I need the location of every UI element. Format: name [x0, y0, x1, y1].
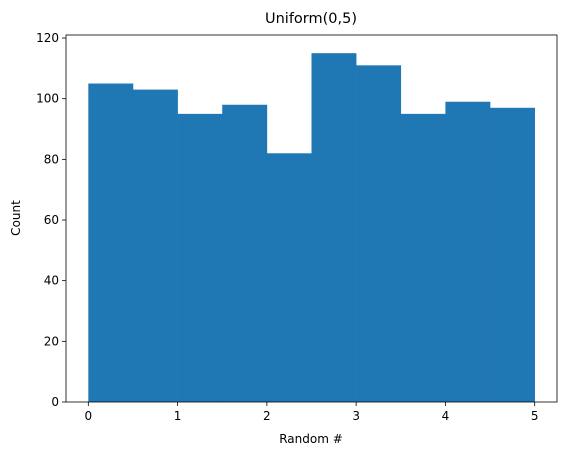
chart-title: Uniform(0,5)	[265, 11, 357, 27]
x-axis-label: Random #	[279, 432, 343, 446]
histogram-bar	[88, 83, 134, 402]
histogram-bar	[490, 107, 535, 402]
x-tick-label: 4	[442, 409, 450, 423]
y-tick-label: 40	[44, 274, 59, 288]
plot-frame	[65, 34, 558, 403]
histogram-bar	[132, 89, 178, 403]
y-tick-label: 60	[44, 213, 59, 227]
histogram-bar	[356, 65, 402, 403]
histogram-bar	[177, 113, 223, 403]
x-axis: 0 1 2 3 4 5	[84, 402, 539, 423]
bars-group	[88, 53, 535, 403]
x-tick-label: 0	[84, 409, 92, 423]
y-tick-label: 80	[44, 152, 59, 166]
y-tick-label: 120	[36, 31, 59, 45]
histogram-bar	[266, 153, 312, 402]
histogram-bar	[400, 113, 446, 403]
y-tick-label: 100	[36, 92, 59, 106]
x-tick-label: 5	[531, 409, 539, 423]
x-tick-label: 3	[352, 409, 360, 423]
y-axis: 0 20 40 60 80 100 120	[36, 31, 66, 409]
y-tick-label: 0	[51, 395, 59, 409]
x-tick-label: 2	[263, 409, 271, 423]
x-tick-label: 1	[174, 409, 182, 423]
histogram-bar	[311, 53, 357, 402]
histogram-bar	[445, 101, 491, 403]
histogram-bar	[222, 104, 268, 403]
y-tick-label: 20	[44, 334, 59, 348]
y-axis-label: Count	[9, 200, 23, 236]
